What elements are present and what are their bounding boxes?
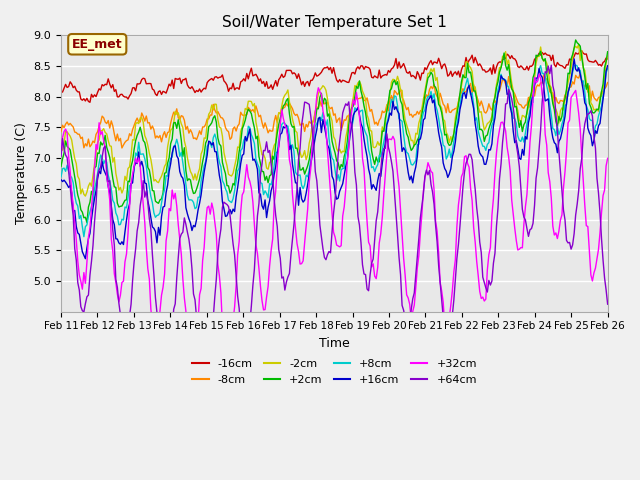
Title: Soil/Water Temperature Set 1: Soil/Water Temperature Set 1 [222, 15, 447, 30]
Text: EE_met: EE_met [72, 38, 123, 51]
Y-axis label: Temperature (C): Temperature (C) [15, 122, 28, 225]
X-axis label: Time: Time [319, 337, 349, 350]
Legend: -16cm, -8cm, -2cm, +2cm, +8cm, +16cm, +32cm, +64cm: -16cm, -8cm, -2cm, +2cm, +8cm, +16cm, +3… [188, 355, 481, 389]
